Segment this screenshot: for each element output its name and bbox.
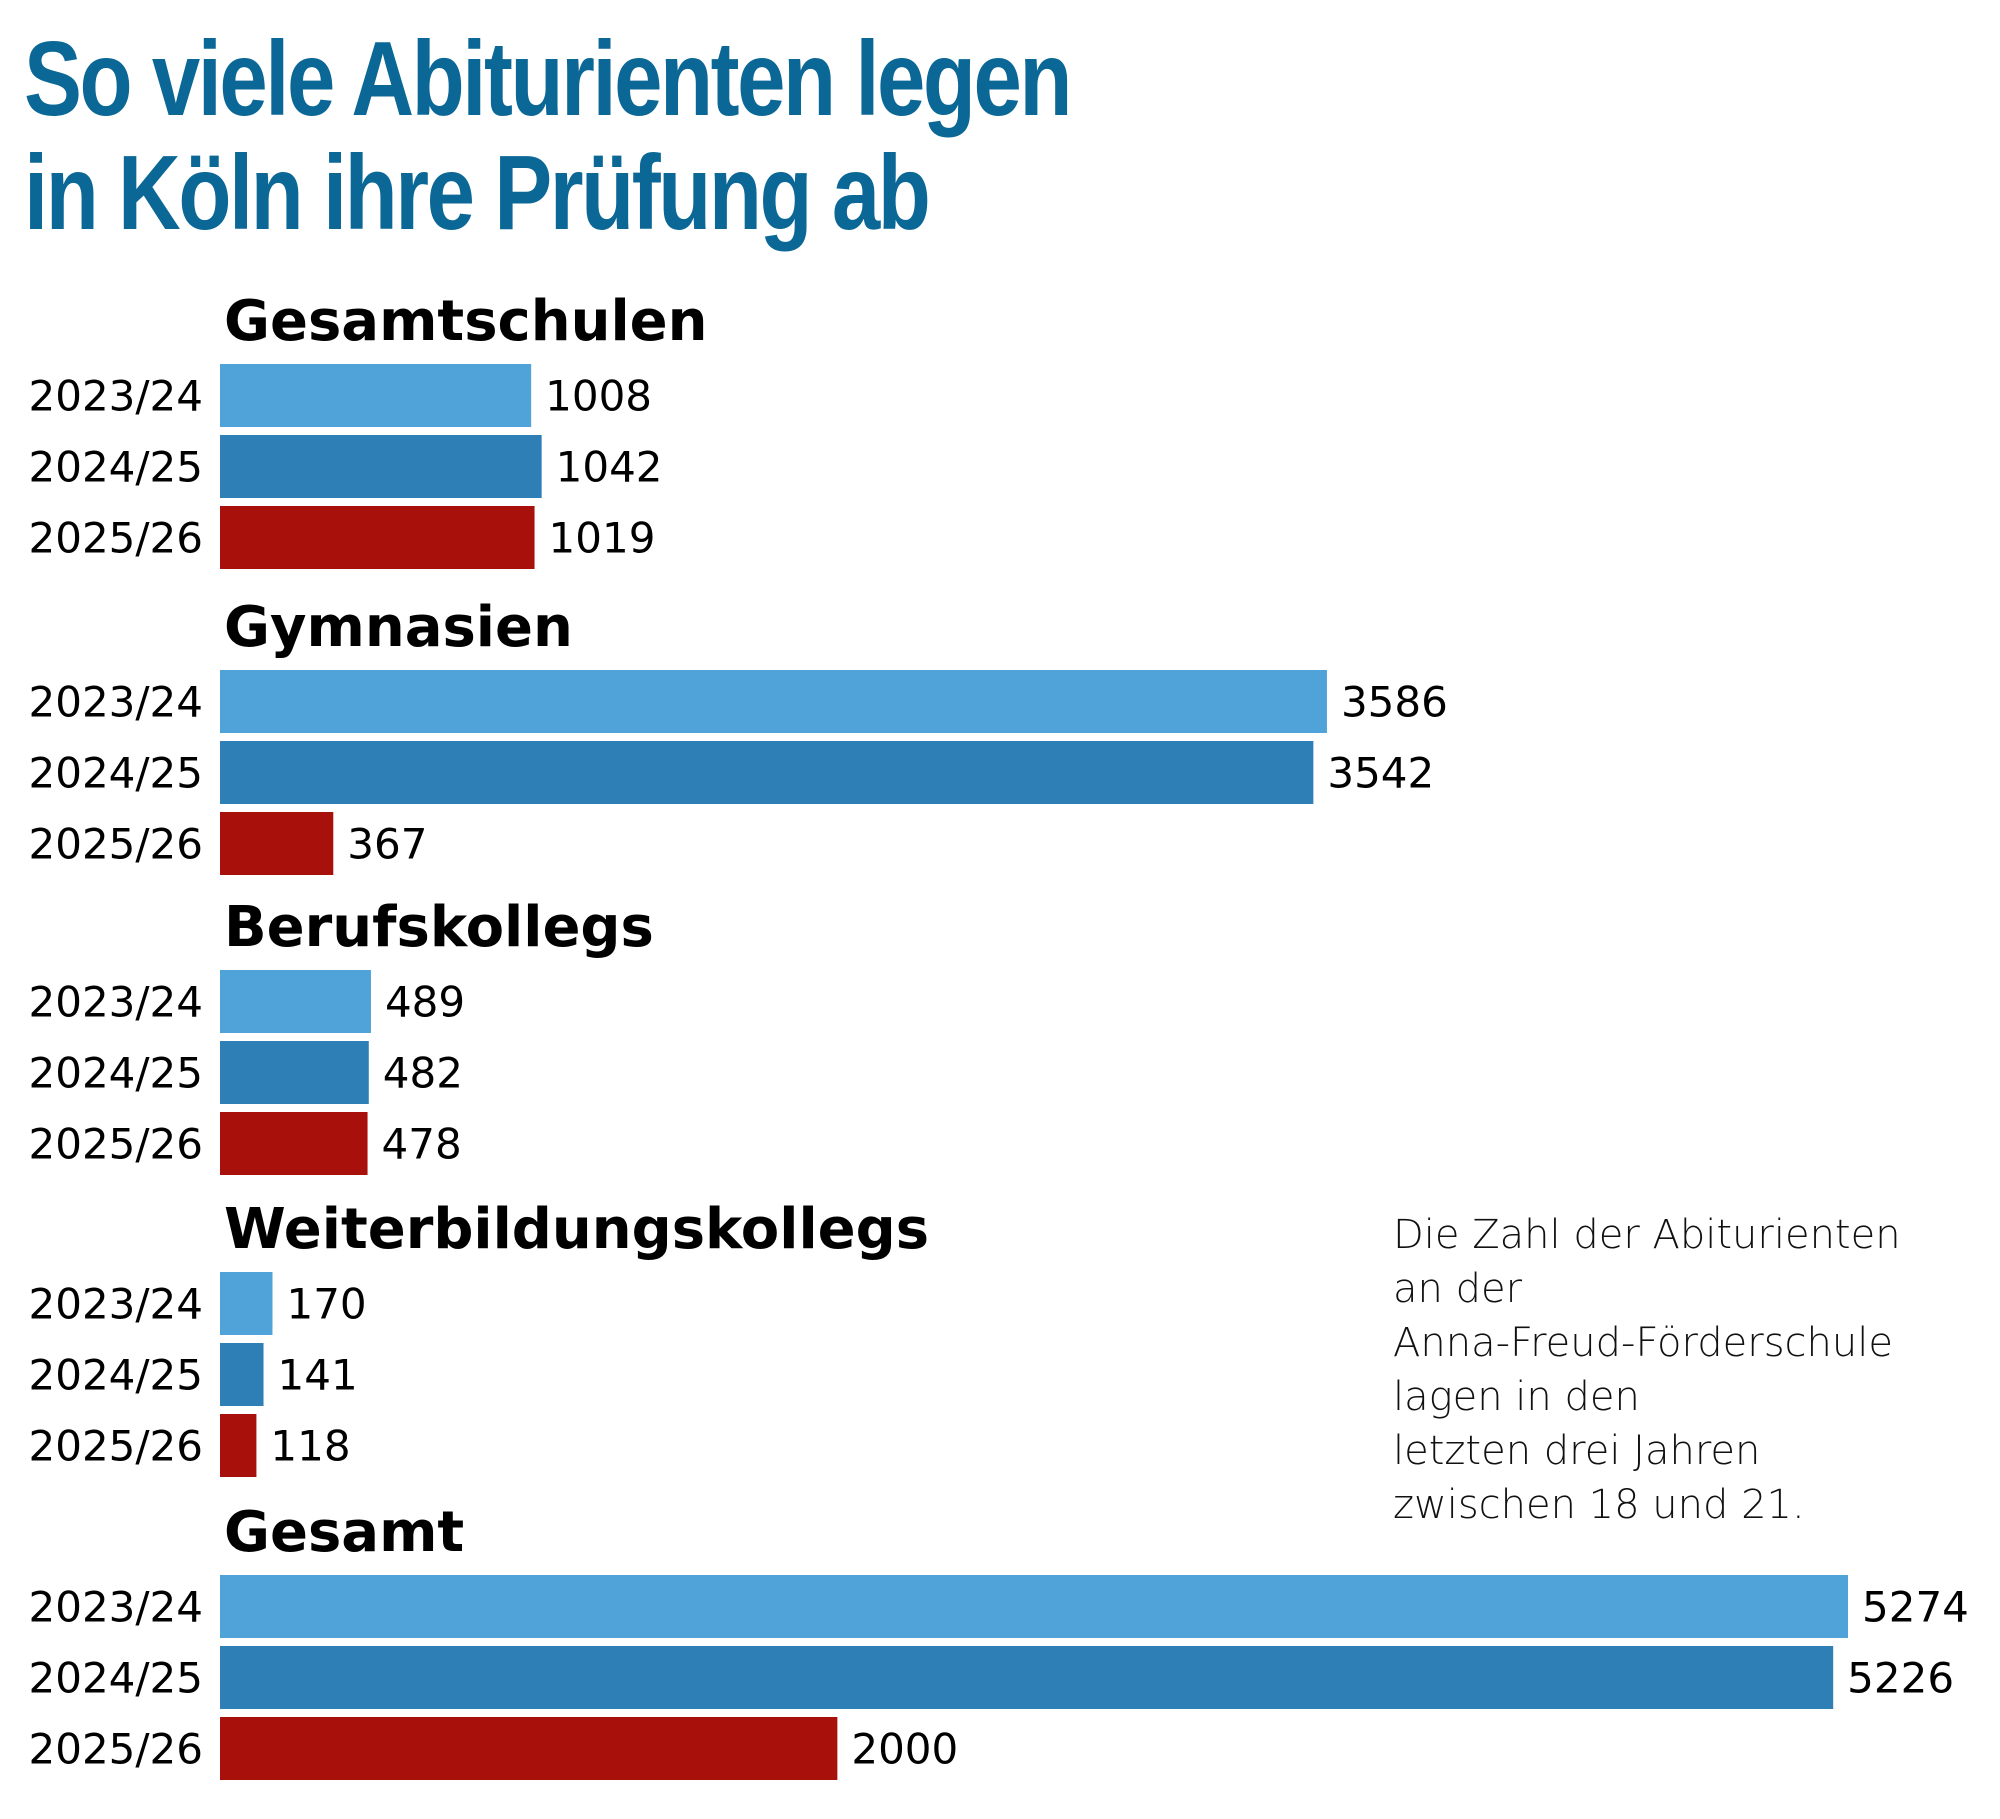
chart-title: So viele Abiturienten legen in Köln ihre… xyxy=(24,20,1073,252)
category-label: 2023/24 xyxy=(29,978,203,1027)
bar xyxy=(220,1717,838,1780)
value-label: 141 xyxy=(278,1351,358,1400)
value-label: 1019 xyxy=(549,514,656,563)
value-label: 5226 xyxy=(1847,1654,1954,1703)
value-label: 489 xyxy=(385,978,465,1027)
note-line: letzten drei Jahren xyxy=(1393,1428,1761,1474)
category-label: 2023/24 xyxy=(29,678,203,727)
bar xyxy=(220,1646,1834,1709)
category-label: 2025/26 xyxy=(29,514,203,563)
value-label: 118 xyxy=(270,1422,350,1471)
category-label: 2025/26 xyxy=(29,1422,203,1471)
value-label: 5274 xyxy=(1862,1583,1969,1632)
chart-title-line-1: So viele Abiturienten legen xyxy=(24,20,1073,138)
bar xyxy=(220,1041,369,1104)
group-title: Weiterbildungskollegs xyxy=(224,1197,929,1262)
bar xyxy=(220,812,334,875)
note-line: Die Zahl der Abiturienten xyxy=(1393,1212,1901,1258)
bar xyxy=(220,970,371,1033)
annotation-note: Die Zahl der Abiturienten an der Anna-Fr… xyxy=(1393,1208,1993,1532)
bar xyxy=(220,670,1327,733)
group-title: Gesamtschulen xyxy=(224,289,708,354)
bar xyxy=(220,741,1314,804)
group-title: Berufskollegs xyxy=(224,895,654,960)
category-label: 2024/25 xyxy=(29,1049,203,1098)
category-label: 2025/26 xyxy=(29,1725,203,1774)
category-label: 2025/26 xyxy=(29,820,203,869)
category-label: 2023/24 xyxy=(29,1280,203,1329)
bar xyxy=(220,364,532,427)
category-label: 2024/25 xyxy=(29,749,203,798)
group-title: Gesamt xyxy=(224,1500,464,1565)
note-line: lagen in den xyxy=(1393,1374,1640,1420)
bar xyxy=(220,1343,264,1406)
value-label: 2000 xyxy=(851,1725,958,1774)
note-line: zwischen 18 und 21. xyxy=(1393,1482,1805,1528)
category-label: 2024/25 xyxy=(29,443,203,492)
value-label: 1042 xyxy=(556,443,663,492)
value-label: 482 xyxy=(383,1049,463,1098)
bar xyxy=(220,1272,273,1335)
chart-title-line-2: in Köln ihre Prüfung ab xyxy=(24,134,931,252)
value-label: 1008 xyxy=(545,372,652,421)
bar xyxy=(220,435,542,498)
category-label: 2025/26 xyxy=(29,1120,203,1169)
category-label: 2023/24 xyxy=(29,372,203,421)
category-label: 2024/25 xyxy=(29,1351,203,1400)
category-label: 2023/24 xyxy=(29,1583,203,1632)
group-title: Gymnasien xyxy=(224,595,573,660)
bar xyxy=(220,1575,1848,1638)
value-label: 3542 xyxy=(1327,749,1434,798)
bar xyxy=(220,1414,257,1477)
value-label: 367 xyxy=(347,820,427,869)
note-line: Anna-Freud-Förderschule xyxy=(1393,1320,1893,1366)
value-label: 3586 xyxy=(1341,678,1448,727)
bar xyxy=(220,506,535,569)
value-label: 170 xyxy=(286,1280,366,1329)
value-label: 478 xyxy=(382,1120,462,1169)
note-line: an der xyxy=(1393,1266,1523,1312)
category-label: 2024/25 xyxy=(29,1654,203,1703)
bar xyxy=(220,1112,368,1175)
